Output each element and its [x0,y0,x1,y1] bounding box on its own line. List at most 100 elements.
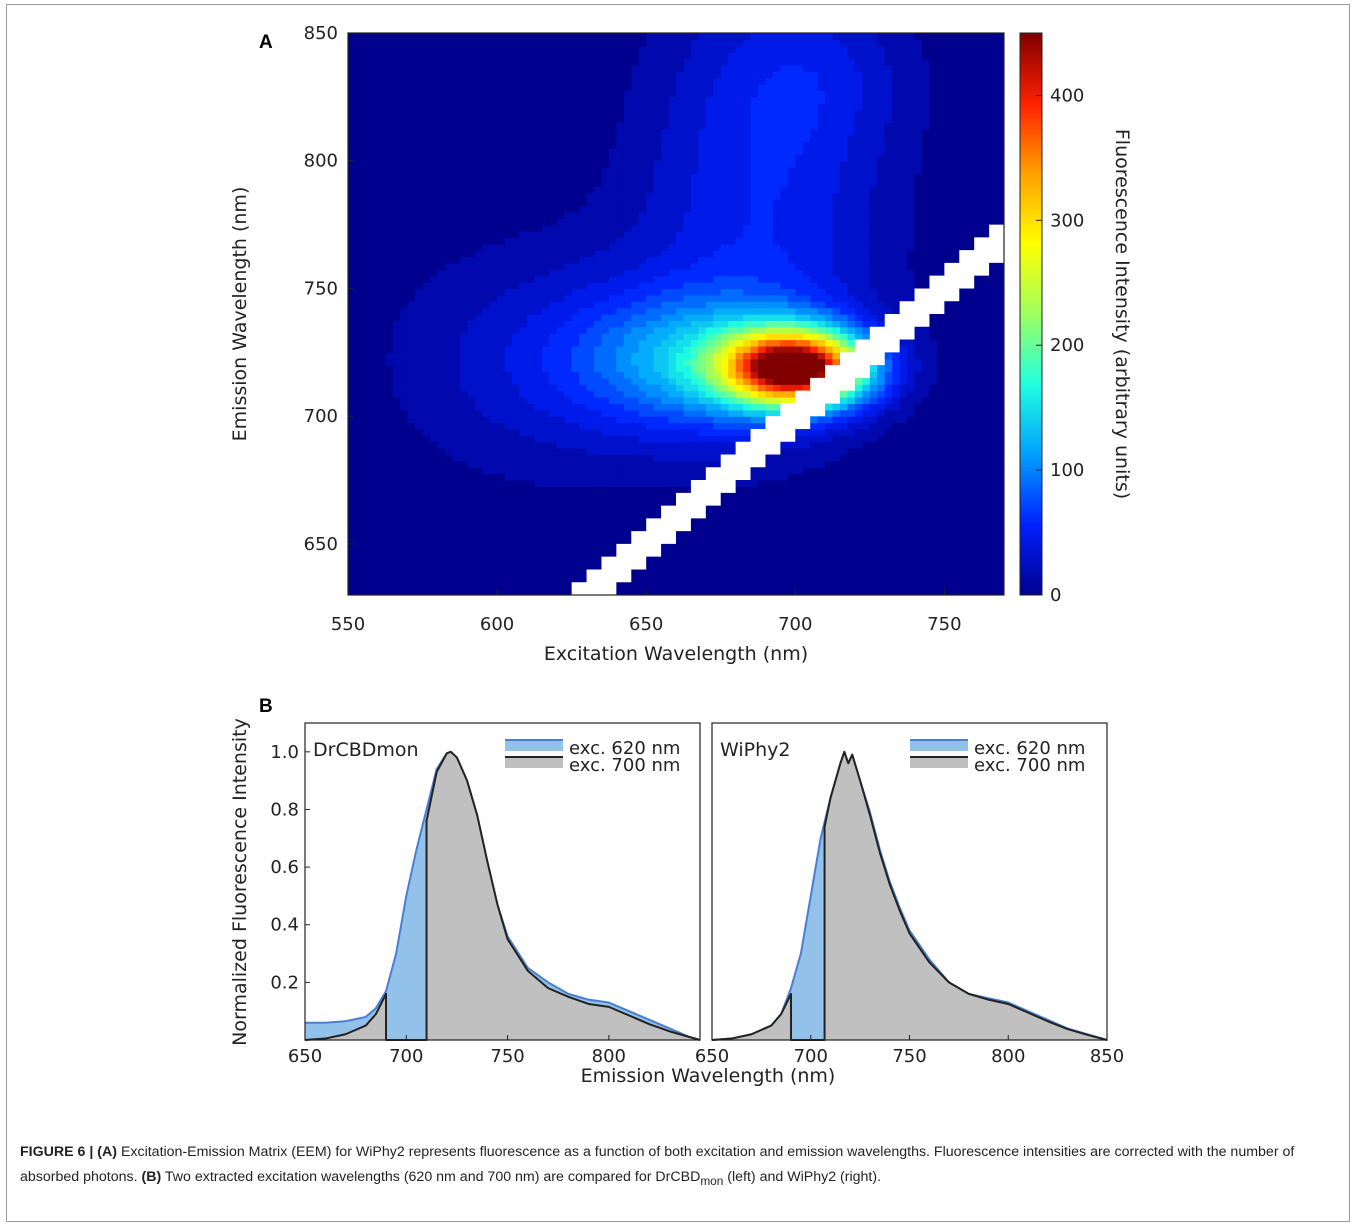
heatmap-cell [534,435,543,443]
heatmap-cell [705,588,714,595]
heatmap-cell [690,128,699,136]
heatmap-cell [407,307,416,315]
heatmap-cell [459,320,468,328]
heatmap-cell [430,135,439,143]
heatmap-cell [355,186,364,194]
heatmap-cell [750,122,759,130]
heatmap-cell [504,147,513,155]
heatmap-cell [497,250,506,258]
heatmap-cell [489,103,498,111]
heatmap-cell [541,448,550,456]
heatmap-cell [631,269,640,277]
heatmap-cell [497,582,506,590]
heatmap-cell [392,480,401,488]
heatmap-cell [735,218,744,226]
heatmap-cell [541,326,550,334]
heatmap-cell [415,167,424,175]
heatmap-cell [758,543,767,551]
heatmap-cell [385,365,394,373]
heatmap-cell [720,173,729,181]
heatmap-cell [362,467,371,475]
heatmap-cell [422,358,431,366]
heatmap-cell [646,243,655,251]
heatmap-cell [750,537,759,545]
heatmap-cell [392,128,401,136]
heatmap-cell [646,186,655,194]
heatmap-cell [549,179,558,187]
heatmap-cell [430,511,439,519]
heatmap-cell [594,320,603,328]
heatmap-cell [690,384,699,392]
heatmap-cell [765,569,774,577]
heatmap-cell [594,397,603,405]
heatmap-cell [564,205,573,213]
heatmap-cell [512,96,521,104]
heatmap-cell [579,173,588,181]
heatmap-cell [608,537,617,545]
heatmap-cell [661,397,670,405]
heatmap-cell [638,199,647,207]
heatmap-cell [474,84,483,92]
heatmap-cell [534,333,543,341]
heatmap-cell [720,288,729,296]
heatmap-cell [526,135,535,143]
heatmap-cell [690,307,699,315]
heatmap-cell [504,556,513,564]
heatmap-cell [534,147,543,155]
heatmap-cell [437,582,446,590]
heatmap-cell [549,84,558,92]
heatmap-cell [415,473,424,481]
heatmap-cell [571,505,580,513]
heatmap-cell [594,371,603,379]
heatmap-cell [586,262,595,270]
heatmap-cell [482,160,491,168]
heatmap-cell [504,218,513,226]
heatmap-cell [519,575,528,583]
heatmap-cell [638,345,647,353]
heatmap-cell [579,39,588,47]
heatmap-cell [437,390,446,398]
heatmap-cell [474,218,483,226]
heatmap-cell [504,384,513,392]
heatmap-cell [415,575,424,583]
heatmap-cell [668,186,677,194]
heatmap-cell [601,179,610,187]
heatmap-cell [482,147,491,155]
heatmap-cell [400,460,409,468]
heatmap-cell [489,211,498,219]
heatmap-cell [489,352,498,360]
heatmap-cell [661,218,670,226]
heatmap-cell [713,262,722,270]
heatmap-cell [638,205,647,213]
heatmap-cell [459,154,468,162]
heatmap-cell [355,58,364,66]
heatmap-cell [728,275,737,283]
heatmap-cell [355,77,364,85]
heatmap-cell [519,454,528,462]
heatmap-cell [437,422,446,430]
heatmap-cell [698,179,707,187]
heatmap-cell [728,307,737,315]
heatmap-cell [400,288,409,296]
heatmap-cell [601,307,610,315]
heatmap-cell [623,237,632,245]
heatmap-cell [474,116,483,124]
heatmap-cell [631,524,640,532]
heatmap-cell [594,154,603,162]
heatmap-cell [400,237,409,245]
heatmap-cell [497,301,506,309]
heatmap-cell [646,454,655,462]
heatmap-cell [444,243,453,251]
heatmap-cell [713,543,722,551]
heatmap-cell [497,333,506,341]
heatmap-cell [661,205,670,213]
heatmap-cell [683,480,692,488]
heatmap-cell [728,384,737,392]
heatmap-cell [444,467,453,475]
heatmap-cell [586,103,595,111]
heatmap-cell [676,160,685,168]
heatmap-cell [512,84,521,92]
heatmap-cell [564,524,573,532]
heatmap-cell [676,467,685,475]
heatmap-cell [549,173,558,181]
